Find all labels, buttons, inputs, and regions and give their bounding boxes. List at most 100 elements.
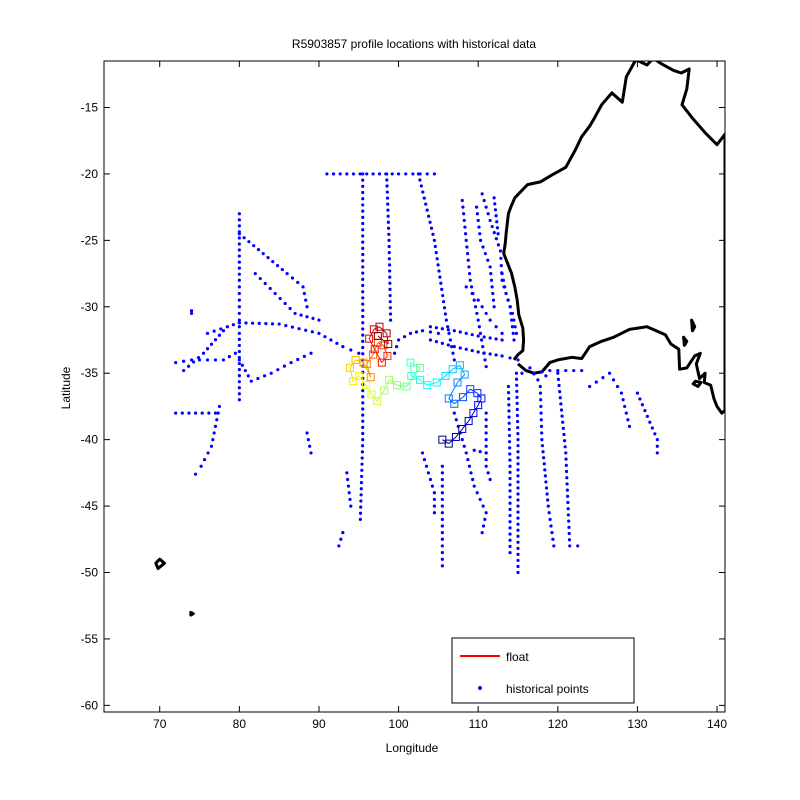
historical-point [425, 172, 429, 176]
historical-point [508, 483, 512, 487]
historical-point [464, 451, 468, 455]
historical-point [475, 205, 479, 209]
historical-point [186, 364, 191, 368]
historical-point [361, 401, 365, 405]
historical-point [619, 391, 624, 395]
historical-point [361, 395, 365, 399]
historical-point [440, 287, 444, 292]
float-track-segment [436, 375, 446, 383]
historical-point [174, 360, 178, 365]
coastline-island [690, 318, 697, 333]
historical-point [394, 345, 399, 349]
historical-point [460, 438, 464, 442]
historical-point [421, 190, 425, 194]
historical-point [494, 237, 498, 241]
historical-point [478, 450, 482, 454]
historical-point [461, 212, 466, 216]
historical-point [388, 306, 392, 310]
historical-point [360, 456, 364, 460]
historical-point [495, 220, 499, 224]
float-track-segment [368, 329, 375, 339]
historical-point [335, 341, 339, 345]
historical-point [562, 432, 566, 437]
historical-point [361, 265, 365, 269]
historical-point [361, 431, 365, 436]
historical-point [174, 411, 178, 415]
historical-point [435, 257, 439, 261]
historical-point [516, 528, 520, 532]
float-profile-marker [432, 378, 441, 387]
historical-point [237, 291, 241, 296]
y-tick-label: -30 [81, 300, 99, 314]
historical-point [388, 269, 392, 273]
historical-point [361, 413, 365, 417]
historical-point [558, 396, 562, 400]
historical-point [434, 340, 438, 344]
historical-point [559, 408, 564, 412]
historical-point [496, 243, 501, 247]
x-tick-label: 90 [312, 717, 326, 731]
historical-point [544, 486, 549, 490]
historical-point [653, 432, 657, 436]
historical-point [213, 411, 218, 415]
historical-point [478, 497, 482, 502]
historical-point [217, 333, 222, 337]
historical-point [528, 366, 532, 370]
historical-point [492, 305, 496, 309]
historical-point [508, 520, 512, 524]
historical-point [387, 244, 391, 249]
historical-point [365, 172, 369, 176]
historical-point [361, 425, 365, 429]
historical-point [282, 364, 287, 368]
historical-point [361, 259, 365, 263]
historical-point [418, 178, 422, 182]
historical-point [444, 318, 448, 322]
historical-point [361, 407, 365, 411]
float-profile-marker [362, 359, 371, 368]
historical-point [512, 318, 516, 322]
float-track-segment [358, 375, 367, 386]
historical-point [251, 321, 255, 325]
historical-point [301, 285, 305, 289]
float-profile-marker [354, 371, 363, 380]
historical-point [621, 398, 625, 402]
historical-point [516, 450, 520, 454]
historical-point [361, 234, 365, 238]
historical-point [588, 384, 592, 389]
historical-point [538, 391, 543, 395]
float-track-segment [411, 375, 421, 381]
historical-point [271, 260, 275, 264]
historical-point [361, 327, 365, 331]
historical-point [481, 345, 485, 349]
float-profile-marker [383, 351, 392, 360]
historical-point [424, 202, 428, 206]
historical-point [237, 248, 241, 252]
historical-point [491, 298, 496, 302]
historical-point [488, 352, 492, 356]
historical-point [237, 311, 241, 316]
historical-point [432, 511, 437, 515]
historical-point [566, 494, 570, 498]
historical-point [601, 376, 605, 380]
historical-point [309, 451, 313, 455]
historical-point [437, 269, 441, 273]
historical-point [447, 331, 451, 335]
historical-point [361, 221, 365, 226]
historical-point [217, 404, 222, 409]
historical-point [237, 321, 241, 325]
historical-point [438, 275, 442, 279]
historical-point [402, 335, 407, 339]
historical-point [430, 484, 435, 488]
historical-point [448, 338, 452, 342]
axes-box [103, 60, 726, 713]
historical-point [491, 291, 495, 296]
historical-point [359, 487, 363, 491]
historical-point [440, 557, 444, 561]
historical-point [567, 538, 572, 542]
historical-point [556, 368, 560, 373]
float-track-segment [459, 365, 466, 375]
legend-historical-label: historical points [506, 682, 589, 696]
x-tick-label: 120 [548, 717, 568, 731]
historical-point [446, 325, 450, 329]
historical-point [499, 256, 503, 260]
